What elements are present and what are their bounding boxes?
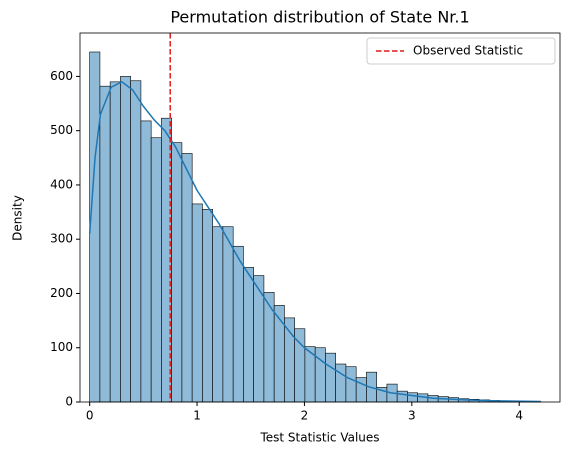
y-tick-label: 600 [50,69,73,83]
bar [243,267,254,403]
bar [325,352,336,403]
chart-title: Permutation distribution of State Nr.1 [170,8,469,27]
plot-frame [79,32,561,403]
bar [99,85,111,403]
bar [109,81,121,403]
bar [89,51,101,403]
x-tick-label: 3 [408,409,416,423]
bar [232,245,244,403]
bar [345,366,357,403]
bar [130,80,142,403]
legend-label: Observed Statistic [413,44,523,58]
bar [222,226,234,403]
y-tick-label: 0 [65,395,73,409]
bar [171,142,183,403]
x-tick-label: 1 [193,409,201,423]
y-axis-label: Density [11,195,25,241]
legend-box [366,37,556,65]
bar [140,120,152,403]
bar [407,392,418,403]
bar [263,292,275,403]
kde-line [88,81,541,403]
bar [314,347,326,403]
x-tick-label: 4 [515,409,523,423]
y-tick-label: 200 [50,286,73,300]
y-tick-label: 500 [50,123,73,137]
bar [212,226,224,403]
y-tick-label: 100 [50,340,73,354]
x-tick-label: 0 [86,409,94,423]
bar [335,363,347,403]
legend: Observed Statistic [366,37,556,65]
bar [191,203,203,403]
x-axis-label: Test Statistic Values [259,431,379,445]
bar [120,76,131,403]
y-tick-label: 400 [50,177,73,191]
bar [181,153,193,403]
x-tick-label: 2 [301,409,309,423]
y-tick-label: 300 [50,232,73,246]
bar [202,209,213,403]
bar [150,137,162,403]
bar [396,390,408,403]
